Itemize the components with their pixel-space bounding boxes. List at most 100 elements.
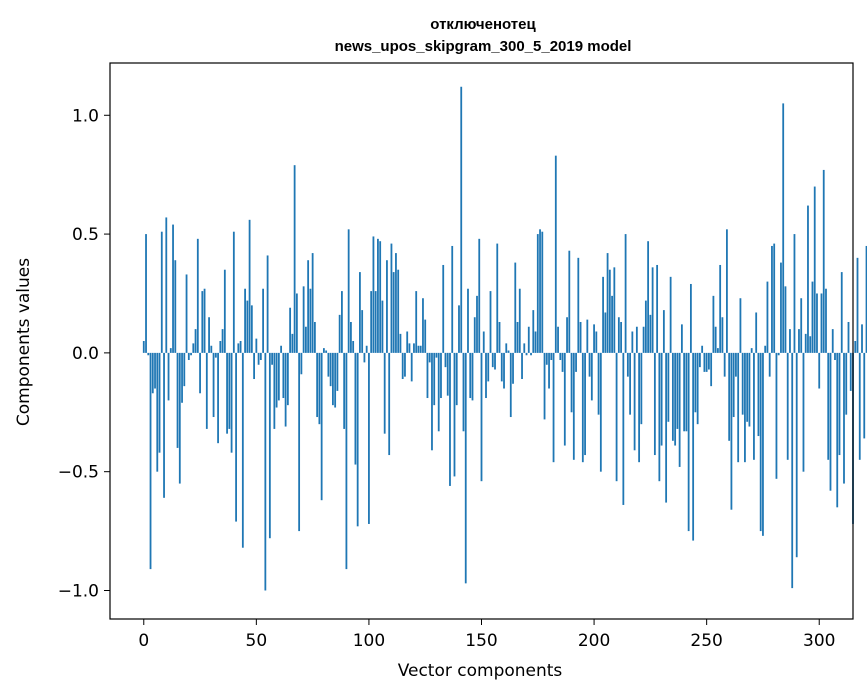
bar <box>802 352 805 472</box>
bar <box>295 293 298 353</box>
bar <box>341 291 343 353</box>
y-tick-label: −0.5 <box>58 463 99 483</box>
bar <box>372 236 375 353</box>
bar <box>840 272 843 353</box>
bar <box>730 352 733 510</box>
y-tick-label: 0.0 <box>72 344 99 364</box>
bar <box>494 352 496 370</box>
bar <box>228 352 231 429</box>
bar <box>205 352 208 429</box>
bar <box>435 352 438 358</box>
bar <box>147 352 150 356</box>
bar <box>172 224 174 353</box>
bar <box>377 238 379 353</box>
bar <box>658 352 661 482</box>
bar <box>298 352 301 532</box>
bar <box>811 281 814 353</box>
bar <box>203 288 206 353</box>
bar <box>289 307 292 353</box>
bar <box>858 352 861 460</box>
bar <box>338 314 341 353</box>
bar <box>322 348 325 353</box>
bar <box>386 260 388 353</box>
y-tick-label: 1.0 <box>72 106 99 126</box>
bar <box>178 352 181 484</box>
bar <box>190 352 192 356</box>
bar <box>829 352 832 491</box>
bar <box>624 234 627 353</box>
bar <box>163 352 165 498</box>
x-tick-label: 150 <box>465 631 497 651</box>
bar <box>597 352 600 415</box>
bar <box>611 295 613 353</box>
bar <box>158 352 161 453</box>
bar <box>717 348 719 353</box>
x-tick-label: 0 <box>138 631 149 651</box>
bar <box>728 352 731 441</box>
bar <box>698 352 701 368</box>
bar <box>368 352 370 524</box>
bar <box>359 272 361 353</box>
bar <box>442 264 445 353</box>
bar <box>622 352 625 505</box>
bar <box>327 352 330 377</box>
bar <box>665 352 668 503</box>
bar <box>212 352 215 418</box>
bar <box>723 352 726 377</box>
bar <box>856 257 859 353</box>
bar <box>444 352 447 368</box>
bar <box>388 352 391 456</box>
bar <box>746 352 749 422</box>
bar <box>714 326 717 353</box>
bar <box>345 352 348 570</box>
bar <box>196 238 199 353</box>
bar <box>507 350 510 353</box>
bar <box>291 333 294 353</box>
bar <box>354 352 357 465</box>
bar <box>669 276 672 353</box>
bar <box>647 241 650 353</box>
bar <box>626 352 629 377</box>
x-tick-label: 200 <box>578 631 610 651</box>
bar <box>487 352 490 382</box>
bar <box>798 329 800 353</box>
bar <box>467 288 469 353</box>
bar <box>214 352 217 358</box>
bar <box>719 264 722 353</box>
bar <box>687 352 690 532</box>
bar <box>809 336 812 353</box>
bar <box>471 352 474 401</box>
bar <box>590 352 593 401</box>
bar <box>750 348 753 353</box>
bar <box>780 262 782 353</box>
bar <box>271 352 274 365</box>
bar <box>192 343 195 353</box>
bar <box>361 310 364 353</box>
bar <box>451 245 454 353</box>
bar <box>221 329 224 353</box>
x-axis-ticks: 0 50 100 150 200 250 300 <box>138 619 835 651</box>
bar <box>816 293 818 353</box>
bar <box>554 155 557 353</box>
bar <box>861 324 863 353</box>
bar <box>820 293 823 353</box>
bar <box>575 352 577 372</box>
bar <box>370 291 373 353</box>
bar <box>302 286 305 353</box>
bar <box>516 321 519 353</box>
bar <box>644 300 647 353</box>
bar <box>268 352 271 539</box>
bar <box>230 352 233 453</box>
bar <box>620 321 622 353</box>
bar <box>753 352 755 460</box>
bar <box>762 352 764 536</box>
bar <box>428 352 431 363</box>
bar <box>566 317 568 353</box>
bar <box>559 352 562 361</box>
bar <box>689 283 692 353</box>
bar <box>795 352 798 558</box>
bar <box>726 229 728 353</box>
bar <box>473 317 476 353</box>
bar <box>692 352 695 541</box>
bar <box>843 352 845 484</box>
